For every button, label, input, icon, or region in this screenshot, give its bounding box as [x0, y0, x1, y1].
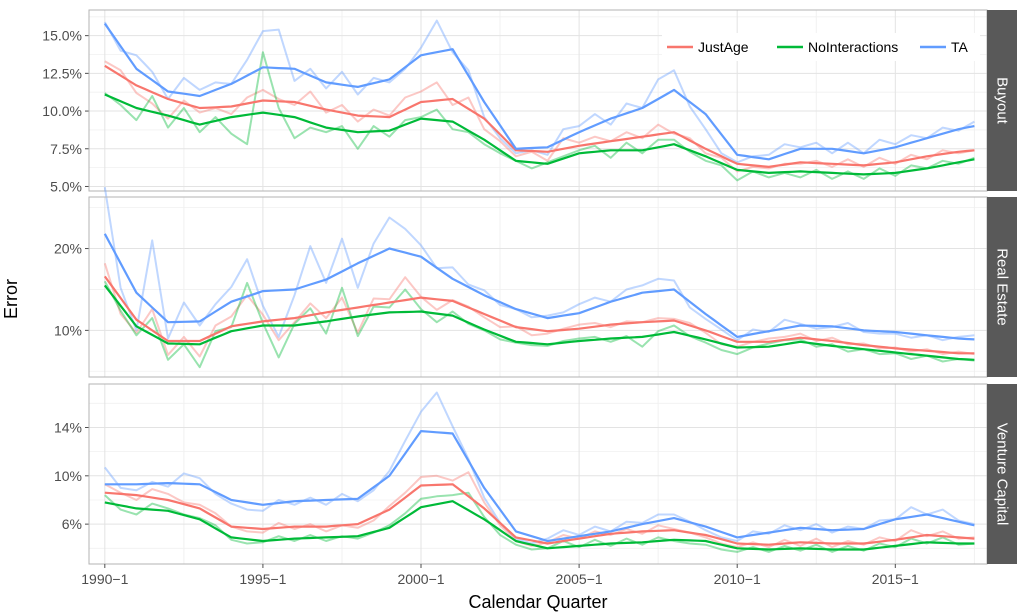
- panel-venture-capital: 6% 10% 14% Venture Capital 1990−1 1995−1 2000−…: [54, 383, 1017, 587]
- x-tick-label: 1995−1: [239, 571, 286, 587]
- series-raw-nointeractions: [104, 51, 975, 182]
- series-smooth-nointeractions: [103, 284, 975, 361]
- series-smooth-justage: [104, 483, 975, 546]
- series-smooth-nointeractions: [104, 93, 975, 176]
- y-tick-label: 6%: [62, 516, 82, 532]
- legend-item-ta: TA: [920, 39, 969, 55]
- legend-label: TA: [951, 39, 969, 55]
- series-raw-justage: [104, 471, 975, 549]
- series-smooth-justage: [104, 64, 975, 168]
- panel-background: [89, 384, 987, 564]
- series-smooth-ta: [103, 22, 975, 161]
- facet-strip: [987, 197, 1017, 377]
- facet-strip-label: Buyout: [994, 77, 1011, 125]
- x-tick-label: 2015−1: [872, 571, 919, 587]
- x-tick-label: 1990−1: [81, 571, 128, 587]
- y-tick-label: 10.0%: [42, 103, 82, 119]
- y-tick-label: 10%: [54, 468, 82, 484]
- x-tick-label: 2005−1: [556, 571, 603, 587]
- y-tick-label: 12.5%: [42, 65, 82, 81]
- x-tick-label: 2010−1: [714, 571, 761, 587]
- series-raw-justage: [103, 263, 975, 358]
- x-tick-label: 2000−1: [397, 571, 444, 587]
- series-smooth-nointeractions: [104, 500, 975, 551]
- y-axis-title: Error: [1, 279, 21, 319]
- panels-layer: 5.0% 7.5% 10.0% 12.5% 15.0% Buyout 10% 20% Real …: [42, 9, 1017, 587]
- legend-label: JustAge: [698, 39, 749, 55]
- legend: JustAge NoInteractions TA: [662, 33, 980, 61]
- y-tick-label: 10%: [54, 322, 82, 338]
- series-raw-nointeractions: [104, 491, 975, 553]
- legend-label: NoInteractions: [808, 39, 898, 55]
- facet-strip-label: Venture Capital: [994, 423, 1011, 526]
- series-smooth-justage: [103, 275, 975, 355]
- y-tick-label: 7.5%: [50, 141, 82, 157]
- legend-item-justage: JustAge: [667, 39, 749, 55]
- facet-strip: [987, 10, 1017, 191]
- y-tick-label: 20%: [54, 241, 82, 257]
- panel-real-estate: 10% 20% Real Estate: [54, 187, 1017, 378]
- y-tick-label: 14%: [54, 419, 82, 435]
- facet-strip-label: Real Estate: [994, 248, 1011, 326]
- legend-item-nointeractions: NoInteractions: [777, 39, 898, 55]
- series-raw-justage: [104, 60, 975, 173]
- series-smooth-ta: [104, 430, 975, 543]
- y-tick-label: 5.0%: [50, 178, 82, 194]
- y-tick-label: 15.0%: [42, 28, 82, 44]
- x-axis-title: Calendar Quarter: [468, 592, 607, 612]
- facet-strip: [987, 384, 1017, 564]
- series-smooth-ta: [103, 233, 975, 341]
